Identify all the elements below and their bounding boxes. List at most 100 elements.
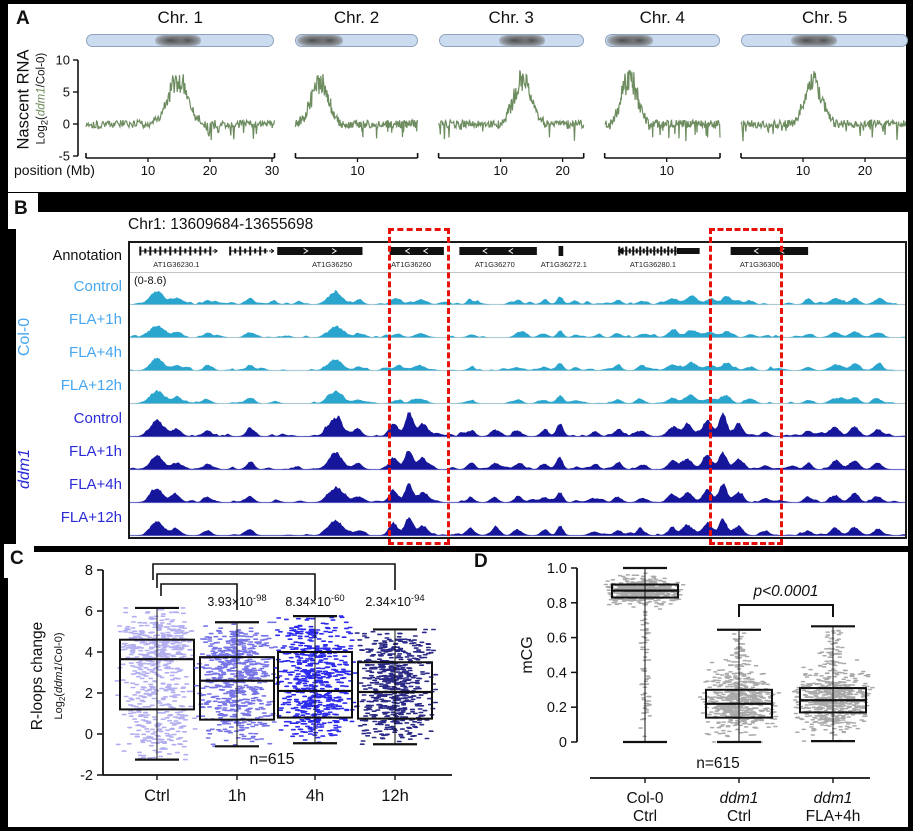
data-point (206, 693, 212, 695)
data-point (795, 716, 801, 718)
data-point (207, 638, 213, 640)
exon-bar (632, 246, 635, 256)
data-point (268, 646, 274, 649)
data-point (739, 700, 744, 702)
data-point (229, 695, 235, 697)
data-point (826, 662, 831, 664)
data-point (209, 643, 215, 645)
data-point (413, 647, 419, 649)
data-point (253, 672, 259, 674)
data-point (259, 738, 265, 740)
data-point (738, 683, 744, 685)
data-point (156, 738, 162, 740)
data-point (744, 687, 749, 689)
data-point (128, 637, 134, 639)
data-point (748, 681, 753, 684)
exon-bar (159, 246, 162, 256)
data-point (716, 679, 721, 682)
data-point (372, 679, 378, 682)
data-point (239, 722, 245, 724)
data-point (230, 667, 235, 669)
data-point (165, 729, 171, 731)
data-point (176, 722, 182, 724)
data-point (828, 693, 833, 695)
data-point (824, 724, 829, 727)
data-point (258, 716, 264, 718)
data-point (395, 646, 401, 648)
data-point (410, 711, 416, 713)
data-point (348, 645, 354, 647)
data-point (259, 667, 265, 670)
data-point (183, 753, 189, 756)
data-point (376, 704, 382, 706)
data-point (843, 676, 849, 679)
data-point (653, 580, 658, 582)
data-point (812, 721, 817, 723)
data-point (714, 712, 719, 715)
data-point (382, 640, 387, 642)
data-point (178, 711, 184, 713)
data-point (142, 739, 148, 741)
data-point (404, 677, 410, 679)
data-point (741, 685, 747, 687)
data-point (332, 734, 338, 736)
data-point (760, 683, 766, 685)
exon-bar (635, 248, 638, 254)
data-point (625, 574, 630, 576)
data-point (206, 730, 212, 732)
data-point (216, 630, 222, 632)
data-point (395, 709, 401, 712)
data-point (302, 680, 308, 682)
data-point (399, 697, 405, 700)
data-point (822, 655, 827, 657)
data-point (823, 720, 829, 722)
data-point (305, 676, 310, 678)
data-point (205, 737, 211, 739)
data-point (808, 704, 814, 706)
data-point (166, 688, 172, 691)
data-point (341, 677, 347, 679)
data-point (829, 663, 834, 665)
data-point (380, 668, 386, 670)
data-point (373, 640, 379, 642)
data-point (138, 695, 144, 697)
chr-plot: 10 20 (437, 70, 585, 178)
data-point (233, 675, 239, 678)
data-point (248, 688, 254, 690)
data-point (697, 696, 703, 698)
x-axis (740, 153, 906, 159)
data-point (724, 674, 730, 676)
data-point (240, 686, 246, 689)
data-point (386, 649, 392, 651)
x-axis (294, 153, 419, 159)
data-point (249, 663, 255, 666)
data-point (795, 688, 801, 691)
data-point (640, 629, 645, 631)
data-point (139, 647, 145, 649)
data-point (844, 728, 849, 730)
data-point (829, 660, 834, 662)
data-point (837, 650, 843, 653)
data-point (125, 700, 131, 702)
data-point (325, 627, 331, 630)
data-point (615, 598, 620, 600)
data-point (321, 655, 327, 658)
data-point (163, 689, 169, 692)
data-point (381, 675, 387, 677)
data-point (828, 682, 833, 685)
data-point (181, 645, 187, 648)
data-point (819, 651, 825, 653)
data-point (366, 732, 372, 734)
data-point (762, 682, 767, 684)
data-point (162, 640, 167, 643)
data-point (709, 661, 715, 664)
data-point (239, 724, 245, 727)
coverage-signal (130, 289, 905, 305)
exon-bar (189, 246, 192, 256)
data-point (382, 694, 388, 697)
data-point (319, 713, 325, 715)
data-point (297, 641, 303, 644)
data-point (228, 702, 234, 704)
data-point (840, 684, 846, 687)
data-point (258, 706, 264, 709)
